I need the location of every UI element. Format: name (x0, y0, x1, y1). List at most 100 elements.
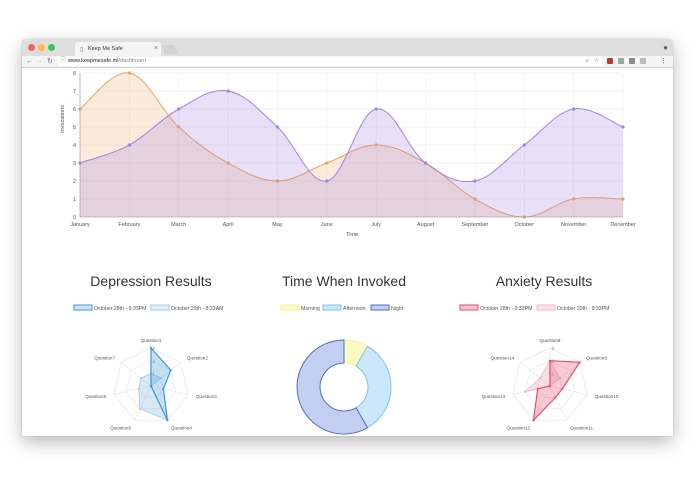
forward-icon[interactable]: → (36, 58, 43, 65)
data-point[interactable] (621, 197, 625, 201)
radar-data-point[interactable] (561, 387, 564, 390)
radar-data-point[interactable] (524, 390, 527, 393)
radar-grid-ring (113, 347, 189, 421)
data-point[interactable] (127, 143, 131, 147)
tab-close-icon[interactable]: × (154, 45, 159, 52)
radar-data-point[interactable] (159, 377, 163, 380)
url-text: www.keepmesafe.ml/dashboard (68, 57, 146, 66)
data-point[interactable] (621, 125, 625, 129)
time-legend: Morning Afternoon Night (280, 304, 404, 312)
data-point[interactable] (423, 161, 428, 165)
data-point[interactable] (275, 125, 280, 129)
radar-axis-label: Question1 (141, 338, 162, 343)
x-tick-label: January (70, 222, 90, 228)
donut-slice[interactable] (355, 345, 392, 429)
extension-icon[interactable] (618, 58, 624, 64)
data-point[interactable] (374, 143, 378, 147)
radar-tick-label: 2 (153, 359, 156, 364)
profile-icon[interactable]: ● (663, 43, 668, 52)
legend-swatch[interactable] (536, 304, 556, 311)
data-point[interactable] (325, 161, 329, 165)
radar-data-point[interactable] (149, 346, 153, 350)
reload-icon[interactable]: ↻ (47, 58, 53, 65)
legend-label[interactable]: October 29th - 8:33AM (171, 306, 223, 312)
extension-shield-icon[interactable] (607, 58, 613, 64)
radar-data-point[interactable] (166, 419, 169, 422)
data-point[interactable] (127, 71, 131, 75)
data-point[interactable] (325, 179, 329, 183)
legend-label[interactable]: October 28th - 9:33PM (480, 306, 532, 312)
extension-box-icon[interactable] (640, 58, 646, 64)
radar-data-point[interactable] (169, 369, 172, 372)
radar-axis-label: Question14 (491, 355, 515, 360)
x-tick-label: February (118, 222, 140, 228)
radar-data-point[interactable] (139, 377, 143, 380)
maximize-window-button[interactable] (48, 44, 55, 51)
y-tick-label: 1 (73, 197, 76, 203)
radar-data-point[interactable] (558, 377, 562, 380)
x-tick-label: August (417, 222, 435, 228)
address-bar[interactable]: ⓘ www.keepmesafe.ml/dashboard ⌕ ☆ (58, 57, 602, 66)
data-point[interactable] (473, 197, 477, 201)
back-icon[interactable]: ← (26, 58, 33, 65)
legend-label[interactable]: Afternoon (343, 306, 366, 312)
data-point[interactable] (177, 125, 181, 129)
legend-swatch[interactable] (322, 304, 342, 311)
data-point[interactable] (275, 179, 280, 183)
legend-label[interactable]: October 28th - 9:33PM (94, 306, 146, 312)
search-icon[interactable]: ⌕ (585, 58, 589, 64)
radar-data-point[interactable] (138, 407, 142, 410)
y-tick-label: 6 (73, 107, 76, 113)
data-point[interactable] (374, 107, 378, 111)
depression-title: Depression Results (90, 273, 211, 289)
legend-label[interactable]: Night (391, 306, 404, 312)
radar-data-point[interactable] (532, 419, 535, 422)
radar-spoke (533, 385, 551, 421)
donut-slice[interactable] (296, 339, 369, 435)
depression-radar-chart: Question1 Question2 Question3 Question4 Ques… (85, 338, 217, 430)
radar-grid-ring (512, 347, 588, 421)
legend-label[interactable]: October 29th - 9:33PM (557, 306, 609, 312)
radar-data-point[interactable] (536, 387, 539, 390)
x-tick-label: October (514, 222, 534, 228)
new-tab-button[interactable] (161, 45, 178, 54)
legend-swatch[interactable] (459, 304, 479, 311)
radar-axis-label: Question2 (187, 355, 208, 360)
radar-data-point[interactable] (137, 387, 140, 390)
radar-data-point[interactable] (548, 384, 552, 388)
y-tick-label: 8 (73, 71, 76, 77)
data-point[interactable] (226, 161, 230, 165)
extension-pen-icon[interactable] (629, 58, 635, 64)
anxiety-title: Anxiety Results (496, 273, 592, 289)
data-point[interactable] (572, 107, 576, 111)
radar-grid-ring (125, 360, 177, 410)
radar-data-point[interactable] (162, 387, 165, 390)
data-point[interactable] (473, 179, 477, 183)
y-tick-label: 7 (73, 89, 76, 95)
data-point[interactable] (522, 143, 526, 147)
data-point[interactable] (572, 197, 576, 201)
legend-swatch[interactable] (370, 304, 390, 311)
radar-data-point[interactable] (548, 359, 552, 362)
legend-swatch[interactable] (280, 304, 300, 311)
legend-swatch[interactable] (73, 304, 93, 311)
close-window-button[interactable] (28, 44, 35, 51)
legend-swatch[interactable] (150, 304, 170, 311)
bookmark-star-icon[interactable]: ☆ (593, 58, 599, 64)
radar-data-point[interactable] (578, 361, 581, 364)
radar-data-point[interactable] (149, 384, 153, 388)
radar-data-point[interactable] (538, 377, 542, 380)
series-area (80, 90, 623, 217)
minimize-window-button[interactable] (38, 44, 45, 51)
data-point[interactable] (177, 107, 181, 111)
radar-grid-ring (524, 360, 576, 410)
dashboard-charts: 0 1 2 3 4 5 6 7 8 January February March April May Jun… (60, 71, 636, 435)
data-point[interactable] (226, 89, 230, 93)
radar-axis-label: Question12 (507, 425, 531, 430)
menu-icon[interactable]: ⋮ (660, 58, 667, 65)
y-axis-label: Invocations (60, 105, 66, 133)
x-tick-label: March (171, 222, 186, 228)
radar-data-point[interactable] (554, 396, 557, 399)
browser-tab[interactable]: ▯ Keep Me Safe × (75, 42, 161, 56)
legend-label[interactable]: Morning (301, 306, 320, 312)
